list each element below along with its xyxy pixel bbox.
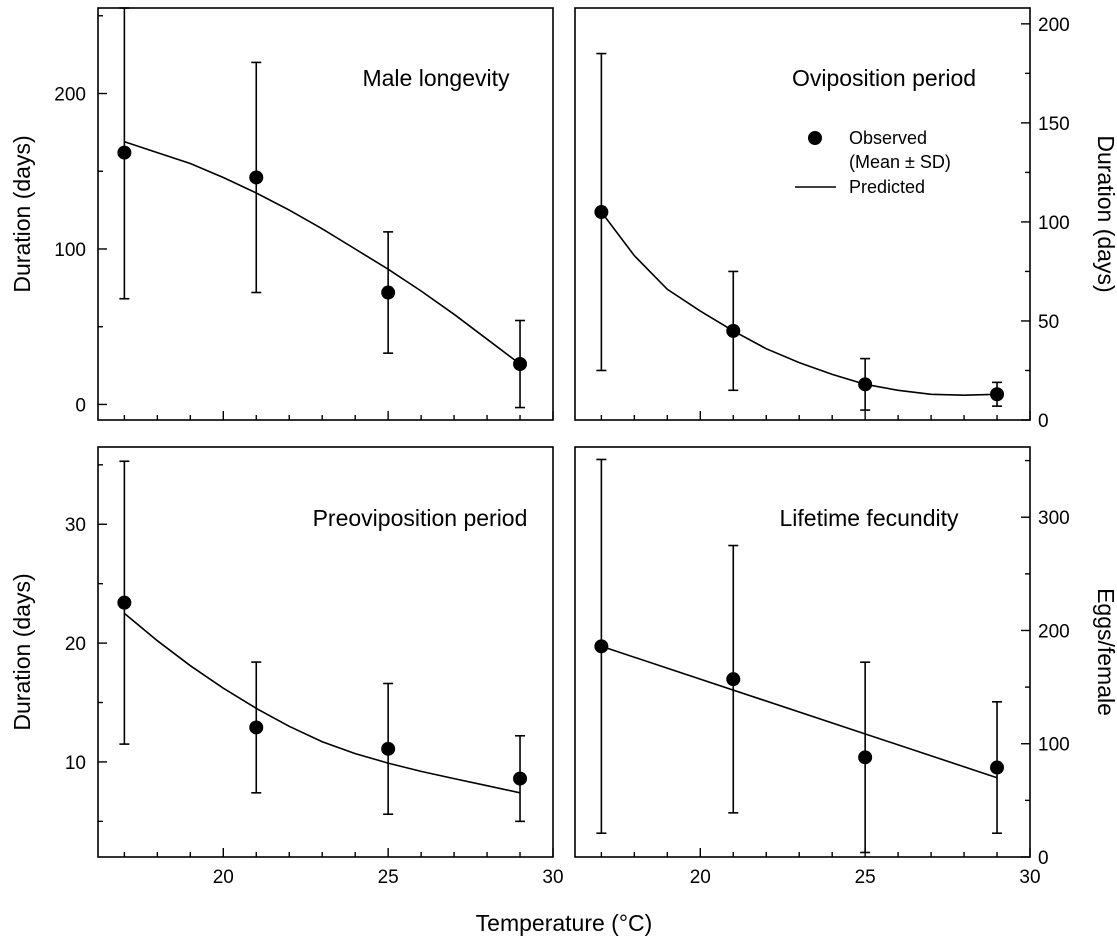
panel-title: Male longevity [362,65,510,91]
panel-title: Lifetime fecundity [780,505,959,531]
x-axis-label: Temperature (°C) [476,910,653,936]
observed-point [726,323,741,338]
x-tick-label: 20 [690,867,711,888]
legend: Observed (Mean ± SD) Predicted [795,128,951,197]
y-axis-label: Eggs/female [1093,588,1117,716]
observed-point [594,639,609,654]
x-tick-label: 30 [1019,867,1040,888]
y-tick-label: 100 [54,240,86,261]
observed-point [117,145,132,160]
plot-frame [97,7,554,421]
x-tick-label: 25 [378,867,399,888]
plot-frame [574,446,1031,858]
observed-point [858,750,873,765]
observed-point [513,771,528,786]
observed-point [117,595,132,610]
y-tick-label: 200 [1038,621,1070,642]
legend-label-observed: Observed [849,128,927,148]
x-tick-label: 25 [855,867,876,888]
observed-point [858,377,873,392]
y-tick-label: 300 [1038,508,1070,529]
y-tick-label: 0 [75,395,86,416]
plot-frame [97,446,554,858]
observed-point [249,170,264,185]
x-tick-label: 30 [542,867,563,888]
legend-dot-icon [808,131,822,145]
y-tick-label: 200 [54,85,86,106]
y-axis-label: Duration (days) [9,135,35,292]
legend-label-predicted: Predicted [849,177,925,197]
observed-point [513,357,528,372]
panel-4: 20 25 300 100 200 300 Eggs/female Lifetime fecu… [574,446,1117,888]
observed-point [726,672,741,687]
y-tick-label: 0 [1038,411,1049,432]
panel-3: 20 25 30 10 20 30 Duration (days) Preovipositio… [9,446,564,888]
predicted-curve [601,645,998,779]
observed-point [249,720,264,735]
y-tick-label: 50 [1038,312,1059,333]
predicted-curve [123,612,521,794]
y-tick-label: 30 [65,515,86,536]
panel-1: 0 100 200 Duration (days) Male longevity [9,7,554,421]
y-tick-label: 10 [65,753,86,774]
panel-2: 0 50 100 150 200 Duration (days) Oviposition p… [574,7,1117,432]
y-tick-label: 200 [1038,15,1070,36]
panel-title: Oviposition period [792,65,976,91]
observed-point [990,760,1005,775]
y-axis-label: Duration (days) [1093,135,1117,292]
legend-label-observed-sd: (Mean ± SD) [849,152,951,172]
y-tick-label: 20 [65,634,86,655]
y-tick-label: 100 [1038,735,1070,756]
observed-point [990,387,1005,402]
y-tick-label: 100 [1038,213,1070,234]
y-tick-label: 150 [1038,114,1070,135]
plot-frame [574,7,1031,421]
x-tick-label: 20 [213,867,234,888]
panel-title: Preoviposition period [313,505,528,531]
observed-point [381,741,396,756]
predicted-curve [124,140,521,365]
y-tick-label: 0 [1038,848,1049,869]
y-axis-label: Duration (days) [9,573,35,730]
predicted-curve [600,211,998,397]
observed-point [594,205,609,220]
observed-point [381,285,396,300]
